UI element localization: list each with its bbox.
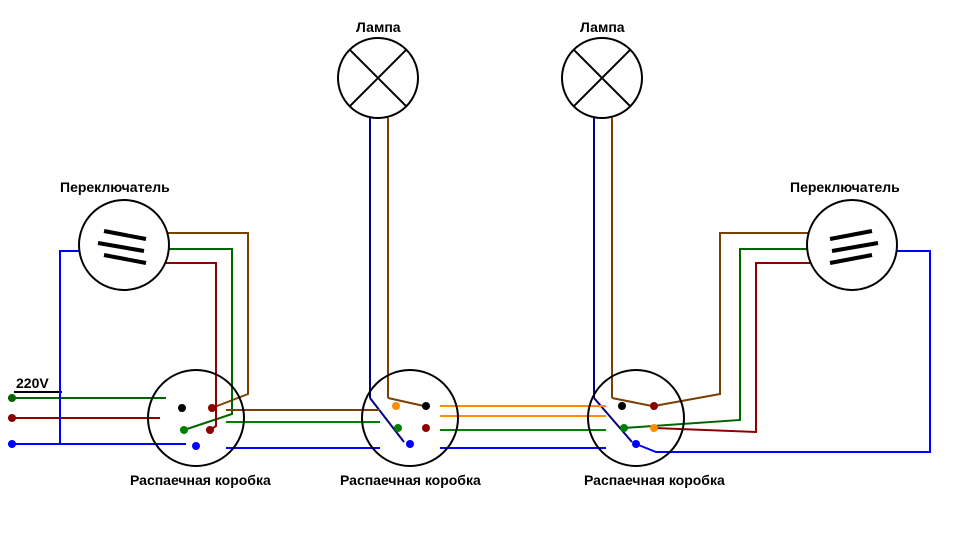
svg-text:Распаечная коробка: Распаечная коробка xyxy=(584,472,725,488)
svg-text:Лампа: Лампа xyxy=(356,19,401,35)
components-group xyxy=(79,38,897,466)
svg-text:Распаечная коробка: Распаечная коробка xyxy=(130,472,271,488)
svg-text:Переключатель: Переключатель xyxy=(60,179,170,195)
svg-text:220V: 220V xyxy=(16,375,49,391)
svg-text:Переключатель: Переключатель xyxy=(790,179,900,195)
svg-text:Лампа: Лампа xyxy=(580,19,625,35)
wiring-diagram: Лампа Лампа Переключатель Переключатель Расп… xyxy=(0,0,960,542)
svg-text:Распаечная коробка: Распаечная коробка xyxy=(340,472,481,488)
